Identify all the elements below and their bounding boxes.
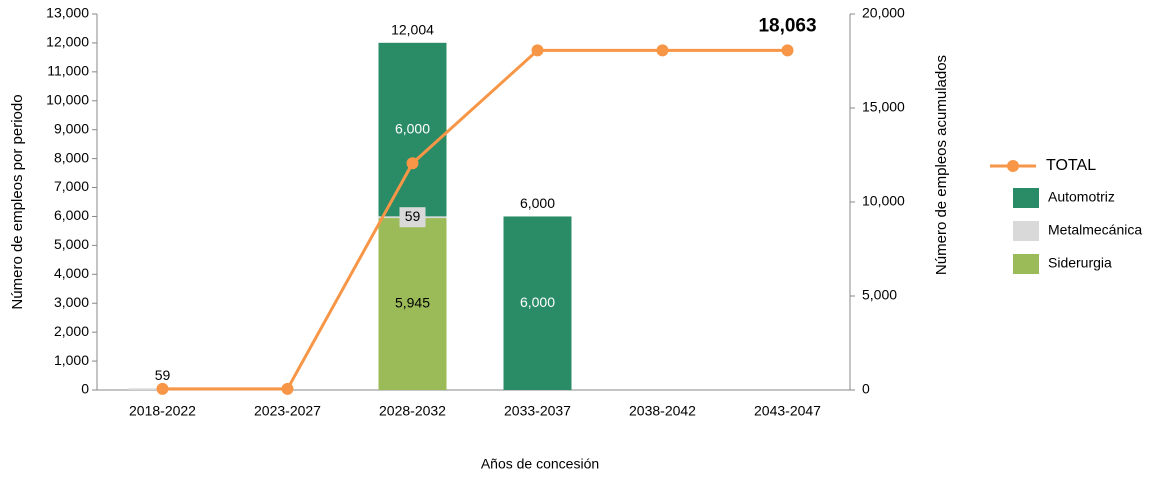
y-tick-label: 3,000 bbox=[54, 294, 89, 310]
legend-swatch bbox=[1013, 221, 1039, 241]
data-label: 6,000 bbox=[520, 294, 555, 310]
legend-label: Metalmecánica bbox=[1048, 222, 1142, 238]
line-point bbox=[781, 44, 794, 57]
y-tick-label: 2,000 bbox=[54, 323, 89, 339]
y2-tick-label: 10,000 bbox=[862, 193, 905, 209]
y-tick-label: 11,000 bbox=[47, 63, 89, 79]
y-tick-label: 7,000 bbox=[54, 178, 89, 194]
data-label: 6,000 bbox=[395, 120, 430, 136]
y-tick-label: 0 bbox=[81, 381, 89, 397]
line-point bbox=[281, 382, 294, 395]
legend-swatch bbox=[1013, 188, 1039, 208]
y-tick-label: 9,000 bbox=[54, 120, 89, 136]
y-axis-label: Número de empleos por periodo bbox=[9, 94, 26, 309]
y-tick-label: 8,000 bbox=[54, 149, 89, 165]
line bbox=[162, 48, 788, 391]
legend-label: TOTAL bbox=[1046, 157, 1096, 174]
y-tick-label: 13,000 bbox=[46, 5, 89, 21]
line-point bbox=[156, 382, 169, 395]
y2-axis-label: Número de empleos acumulados bbox=[933, 55, 950, 275]
legend-label: Siderurgia bbox=[1048, 255, 1112, 271]
y2-tick-label: 15,000 bbox=[862, 99, 905, 115]
y-tick-label: 5,000 bbox=[54, 236, 89, 252]
x-tick-label: 2033-2037 bbox=[504, 403, 571, 419]
line-point bbox=[656, 44, 669, 57]
data-label: 59 bbox=[155, 367, 171, 383]
y-tick-label: 10,000 bbox=[46, 91, 89, 107]
data-label: 5,945 bbox=[395, 295, 430, 311]
stack-total-label: 6,000 bbox=[520, 195, 555, 211]
y-tick-label: 12,000 bbox=[46, 34, 89, 50]
bar-segment bbox=[378, 42, 447, 217]
data-label-bg bbox=[399, 207, 426, 228]
data-label: 59 bbox=[405, 208, 421, 224]
x-tick-label: 2018-2022 bbox=[129, 403, 196, 419]
legend-label: Automotriz bbox=[1048, 189, 1115, 205]
x-tick-label: 2028-2032 bbox=[379, 403, 446, 419]
line-point bbox=[531, 44, 544, 57]
line-point bbox=[406, 157, 419, 170]
bar-segment bbox=[378, 218, 447, 390]
stack-total-label: 12,004 bbox=[391, 22, 434, 38]
y-tick-label: 4,000 bbox=[54, 265, 89, 281]
y2-tick-label: 20,000 bbox=[862, 5, 905, 21]
y-tick-label: 6,000 bbox=[54, 207, 89, 223]
legend-marker bbox=[1007, 160, 1019, 172]
x-tick-label: 2043-2047 bbox=[754, 403, 821, 419]
y-tick-label: 1,000 bbox=[54, 352, 89, 368]
x-axis-label: Años de concesión bbox=[481, 456, 599, 472]
y2-tick-label: 0 bbox=[862, 381, 870, 397]
line-label: 18,063 bbox=[758, 15, 816, 36]
y2-tick-label: 5,000 bbox=[862, 287, 897, 303]
x-tick-label: 2038-2042 bbox=[629, 403, 696, 419]
bar-segment bbox=[503, 216, 572, 390]
legend-swatch bbox=[1013, 254, 1039, 274]
x-tick-label: 2023-2027 bbox=[254, 403, 321, 419]
